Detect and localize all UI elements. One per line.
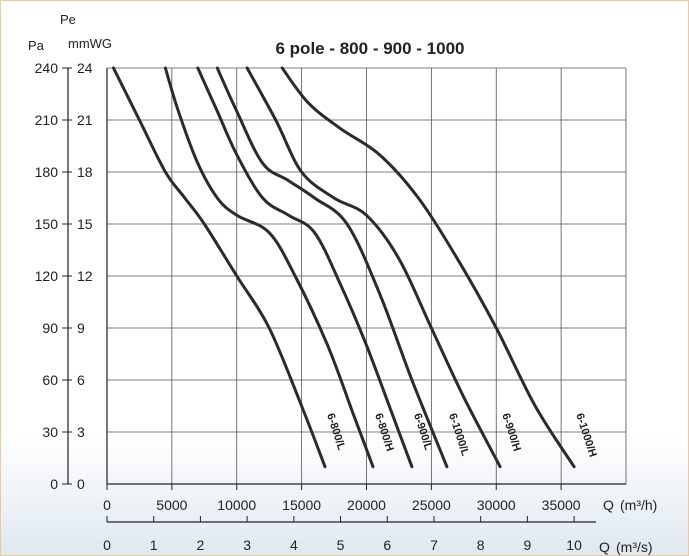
curve-label-6-1000-l: 6-1000/L [446, 412, 471, 458]
y-tick-label-mmwg: 24 [77, 60, 93, 76]
x-tick-label-m3s: 4 [290, 537, 298, 553]
performance-curves: 6-800/L 6-800/H 6-900/L 6-1000/L 6-900/H 6-10… [112, 66, 599, 469]
x-tick-label-m3h: 5000 [156, 497, 187, 513]
x-axis-label-m3h: Q [603, 497, 614, 513]
y-tick-label-mmwg: 6 [77, 372, 85, 388]
y-tick-label-pa: 180 [35, 164, 59, 180]
y-tick-label-pa: 210 [35, 112, 59, 128]
x-tick-label-m3h: 30000 [477, 497, 516, 513]
x-tick-label-m3s: 0 [103, 537, 111, 553]
x-tick-label-m3s: 9 [523, 537, 531, 553]
y-tick-label-mmwg: 15 [77, 216, 93, 232]
right-axis-unit-line2: mmWG [68, 36, 112, 51]
axes [62, 67, 626, 523]
x-axis-label-m3s: Q [599, 539, 610, 555]
y-tick-label-pa: 90 [42, 320, 58, 336]
x-tick-label-m3s: 5 [337, 537, 345, 553]
y-tick-label-mmwg: 18 [77, 164, 93, 180]
curve-6-800-l [112, 66, 327, 469]
curve-6-800-h [163, 66, 375, 469]
curve-6-900-h [245, 66, 502, 469]
x-tick-label-m3s: 7 [430, 537, 438, 553]
x-tick-label-m3s: 2 [197, 537, 205, 553]
y-tick-label-mmwg: 12 [77, 268, 93, 284]
x-tick-label-m3h: 10000 [217, 497, 256, 513]
curve-6-900-l [196, 66, 414, 469]
y-tick-label-mmwg: 3 [77, 424, 85, 440]
y-tick-label-mmwg: 0 [77, 476, 85, 492]
x-tick-label-m3h: 0 [103, 497, 111, 513]
curve-label-6-1000-h: 6-1000/H [573, 412, 598, 459]
y-tick-label-pa: 30 [42, 424, 58, 440]
x-tick-label-m3s: 6 [383, 537, 391, 553]
x-tick-label-m3s: 8 [477, 537, 485, 553]
curve-6-1000-l [215, 66, 449, 469]
y-tick-label-mmwg: 21 [77, 112, 93, 128]
y-tick-label-pa: 120 [35, 268, 59, 284]
x-tick-label-m3s: 1 [150, 537, 158, 553]
x-tick-label-m3s: 3 [243, 537, 251, 553]
right-axis-unit-line1: Pe [60, 12, 76, 27]
y-tick-label-pa: 0 [50, 476, 58, 492]
y-tick-label-pa: 60 [42, 372, 58, 388]
curve-6-1000-h [280, 66, 576, 469]
y-tick-label-pa: 240 [35, 60, 59, 76]
y-tick-label-mmwg: 9 [77, 320, 85, 336]
chart-title: 6 pole - 800 - 900 - 1000 [276, 39, 465, 58]
x-tick-label-m3h: 25000 [412, 497, 451, 513]
left-axis-unit: Pa [28, 38, 45, 53]
x-tick-label-m3h: 20000 [347, 497, 386, 513]
x-tick-label-m3h: 35000 [542, 497, 581, 513]
x-tick-label-m3h: 15000 [282, 497, 321, 513]
x-tick-label-m3s: 10 [566, 537, 582, 553]
y-tick-label-pa: 150 [35, 216, 59, 232]
x-axis-unit-m3h: (m³/h) [620, 497, 657, 513]
x-axis-unit-m3s: (m³/s) [616, 539, 653, 555]
